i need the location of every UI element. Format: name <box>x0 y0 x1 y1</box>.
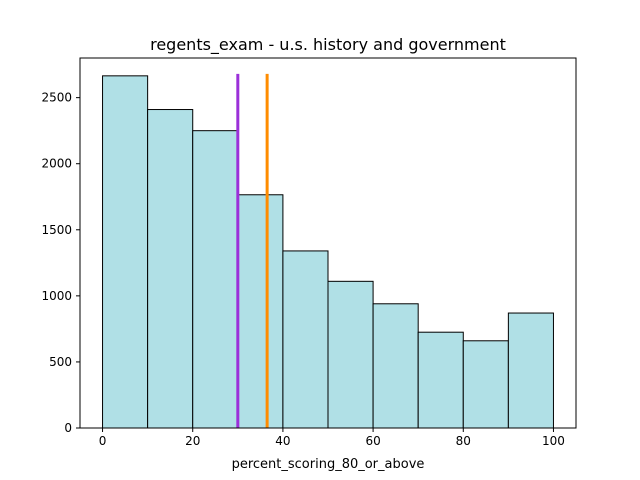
x-axis-label: percent_scoring_80_or_above <box>232 457 425 472</box>
chart-title: regents_exam - u.s. history and governme… <box>150 35 506 55</box>
y-tick-label-0: 0 <box>64 421 72 435</box>
histogram-bar-5 <box>327 280 374 429</box>
histogram-bar-6 <box>372 303 419 429</box>
plot-frame <box>79 57 577 429</box>
x-tick-label-1: 20 <box>185 434 200 448</box>
y-tick-label-5: 2500 <box>41 91 72 105</box>
x-tick-label-5: 100 <box>542 434 565 448</box>
histogram-bar-0 <box>102 75 149 429</box>
x-tick-label-4: 80 <box>456 434 471 448</box>
histogram-bar-2 <box>192 130 239 429</box>
x-tick-label-2: 40 <box>275 434 290 448</box>
bars-group <box>102 75 554 429</box>
y-tick-label-2: 1000 <box>41 289 72 303</box>
reference-lines-group <box>236 73 269 428</box>
y-tick-label-4: 2000 <box>41 157 72 171</box>
y-axis: 0 500 1000 1500 2000 2500 <box>41 91 80 435</box>
histogram-bar-9 <box>507 312 554 429</box>
histogram-bar-7 <box>417 331 464 429</box>
x-tick-label-3: 60 <box>365 434 380 448</box>
histogram-bar-8 <box>462 340 509 429</box>
y-tick-label-1: 500 <box>49 355 72 369</box>
y-tick-label-3: 1500 <box>41 223 72 237</box>
histogram-bar-4 <box>282 250 329 429</box>
x-axis: 0 20 40 60 80 100 <box>99 428 565 448</box>
x-tick-label-0: 0 <box>99 434 107 448</box>
histogram-bar-3 <box>237 194 284 429</box>
histogram-bar-1 <box>147 109 194 429</box>
